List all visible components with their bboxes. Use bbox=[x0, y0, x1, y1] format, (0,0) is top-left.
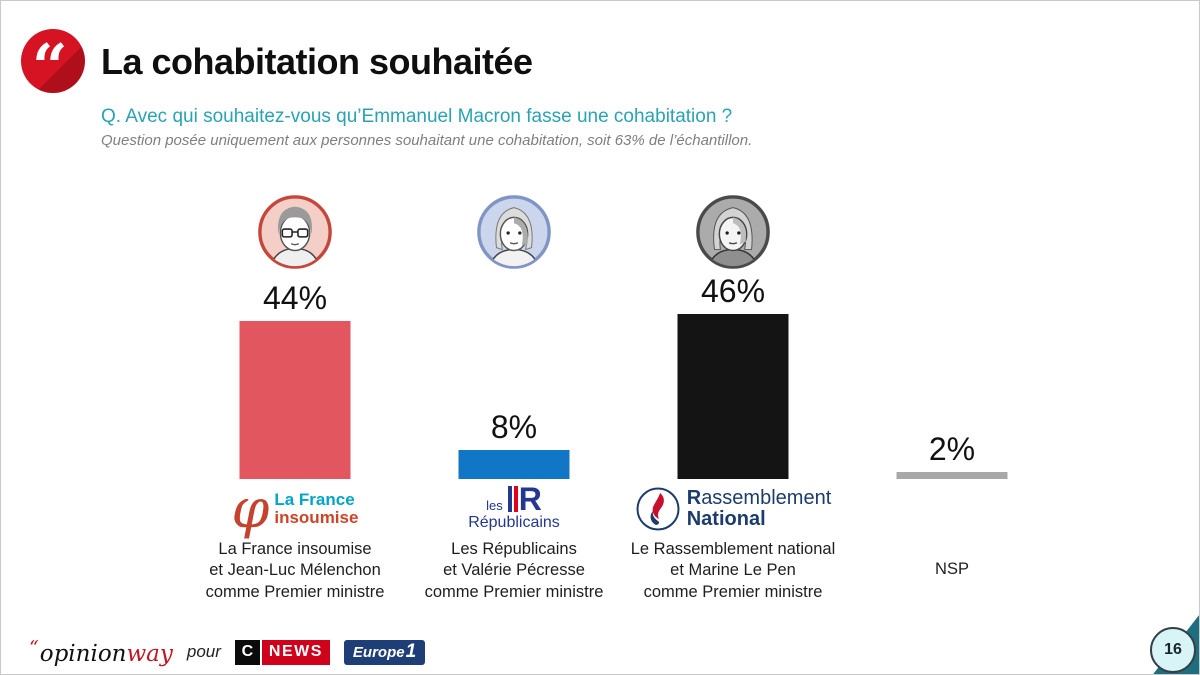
category-label-nsp: NSP bbox=[822, 559, 1082, 580]
opinionway-black: opinion bbox=[39, 641, 127, 667]
bar-lr bbox=[458, 450, 570, 479]
category-line: et Marine Le Pen bbox=[670, 561, 796, 580]
opinionway-red: way bbox=[126, 641, 173, 667]
page-number-badge: 16 bbox=[1150, 627, 1196, 673]
quote-glyph: “ bbox=[32, 30, 68, 94]
survey-question: Q. Avec qui souhaitez-vous qu’Emmanuel M… bbox=[101, 106, 733, 127]
bar-lfi bbox=[239, 321, 351, 479]
chart-column-nsp: 2% NSP bbox=[840, 191, 1064, 611]
rn-logo-line1: Rassemblement bbox=[687, 488, 832, 509]
bar-zone-lfi: 44% bbox=[239, 191, 351, 479]
lepen-portrait bbox=[694, 193, 772, 271]
survey-question-note: Question posée uniquement aux personnes … bbox=[101, 132, 753, 149]
lfi-logo-line1: La France bbox=[274, 490, 355, 509]
category-line: et Valérie Pécresse bbox=[443, 561, 585, 580]
category-line: comme Premier ministre bbox=[424, 582, 604, 601]
melenchon-portrait bbox=[256, 193, 334, 271]
category-line: et Jean-Luc Mélenchon bbox=[209, 561, 381, 580]
chart-column-rn: 46% Rassemblement National Le Rassemblem… bbox=[613, 191, 853, 611]
lr-logo-r: R bbox=[518, 481, 542, 517]
bar-rn bbox=[677, 314, 789, 479]
europe1-one: 1 bbox=[405, 641, 417, 662]
rn-logo-rest: assemblement bbox=[701, 487, 832, 509]
europe1-word: Europe bbox=[352, 643, 405, 661]
page-title: La cohabitation souhaitée bbox=[101, 41, 533, 82]
rn-logo-line2: National bbox=[686, 508, 766, 530]
bar-zone-rn: 46% bbox=[677, 191, 789, 479]
lr-stripes-icon bbox=[507, 486, 518, 512]
bar-chart: 44% φ La France insoumise La France inso… bbox=[1, 191, 1199, 611]
lfi-logo: φ La France insoumise bbox=[183, 480, 407, 538]
category-line: Le Rassemblement national bbox=[630, 540, 836, 558]
category-line: comme Premier ministre bbox=[643, 582, 823, 601]
chart-column-lr: 8% les R Républicains Les Républicains e… bbox=[402, 191, 626, 611]
rn-flame-icon bbox=[636, 487, 680, 531]
lfi-logo-text: La France insoumise bbox=[274, 491, 358, 527]
lfi-phi-icon: φ bbox=[231, 477, 270, 540]
category-label-lr: Les Républicains et Valérie Pécresse com… bbox=[384, 539, 644, 603]
category-label-rn: Le Rassemblement national et Marine Le P… bbox=[603, 539, 863, 603]
lfi-logo-line2: insoumise bbox=[274, 508, 359, 527]
opinionway-logo: “opinionway bbox=[29, 637, 173, 667]
quote-badge-icon: “ bbox=[21, 29, 85, 93]
rn-logo: Rassemblement National bbox=[613, 480, 853, 538]
lr-logo-mark: les R bbox=[486, 481, 542, 517]
opinionway-quote-icon: “ bbox=[29, 637, 39, 659]
chart-column-lfi: 44% φ La France insoumise La France inso… bbox=[183, 191, 407, 611]
category-line: Les Républicains bbox=[451, 540, 577, 558]
lepen-portrait-icon bbox=[696, 195, 770, 269]
rn-logo-text: Rassemblement National bbox=[687, 488, 832, 530]
bar-zone-lr: 8% bbox=[458, 191, 570, 479]
bar-value-label: 46% bbox=[700, 273, 766, 309]
bar-value-label: 44% bbox=[262, 280, 328, 316]
rn-logo-r: R bbox=[686, 487, 702, 509]
footer: “opinionway pour C NEWS Europe 1 bbox=[29, 637, 426, 667]
bar-value-label: 2% bbox=[928, 431, 976, 467]
lr-logo-les: les bbox=[486, 498, 503, 513]
category-line: NSP bbox=[935, 560, 969, 578]
pecresse-portrait-icon bbox=[477, 195, 551, 269]
bar-nsp bbox=[896, 472, 1008, 479]
pour-label: pour bbox=[186, 642, 221, 661]
category-label-lfi: La France insoumise et Jean-Luc Mélencho… bbox=[165, 539, 425, 603]
melenchon-portrait-icon bbox=[258, 195, 332, 269]
lr-logo: les R Républicains bbox=[402, 480, 626, 538]
category-line: comme Premier ministre bbox=[205, 582, 385, 601]
category-line: La France insoumise bbox=[218, 540, 372, 558]
pecresse-portrait bbox=[475, 193, 553, 271]
bar-value-label: 8% bbox=[490, 409, 538, 445]
lr-logo-name: Républicains bbox=[468, 514, 560, 531]
europe1-logo: Europe 1 bbox=[343, 639, 426, 665]
cnews-logo: C NEWS bbox=[234, 639, 330, 665]
bar-zone-nsp: 2% bbox=[896, 191, 1008, 479]
cnews-c-box: C bbox=[234, 639, 260, 665]
cnews-news-box: NEWS bbox=[261, 639, 330, 665]
